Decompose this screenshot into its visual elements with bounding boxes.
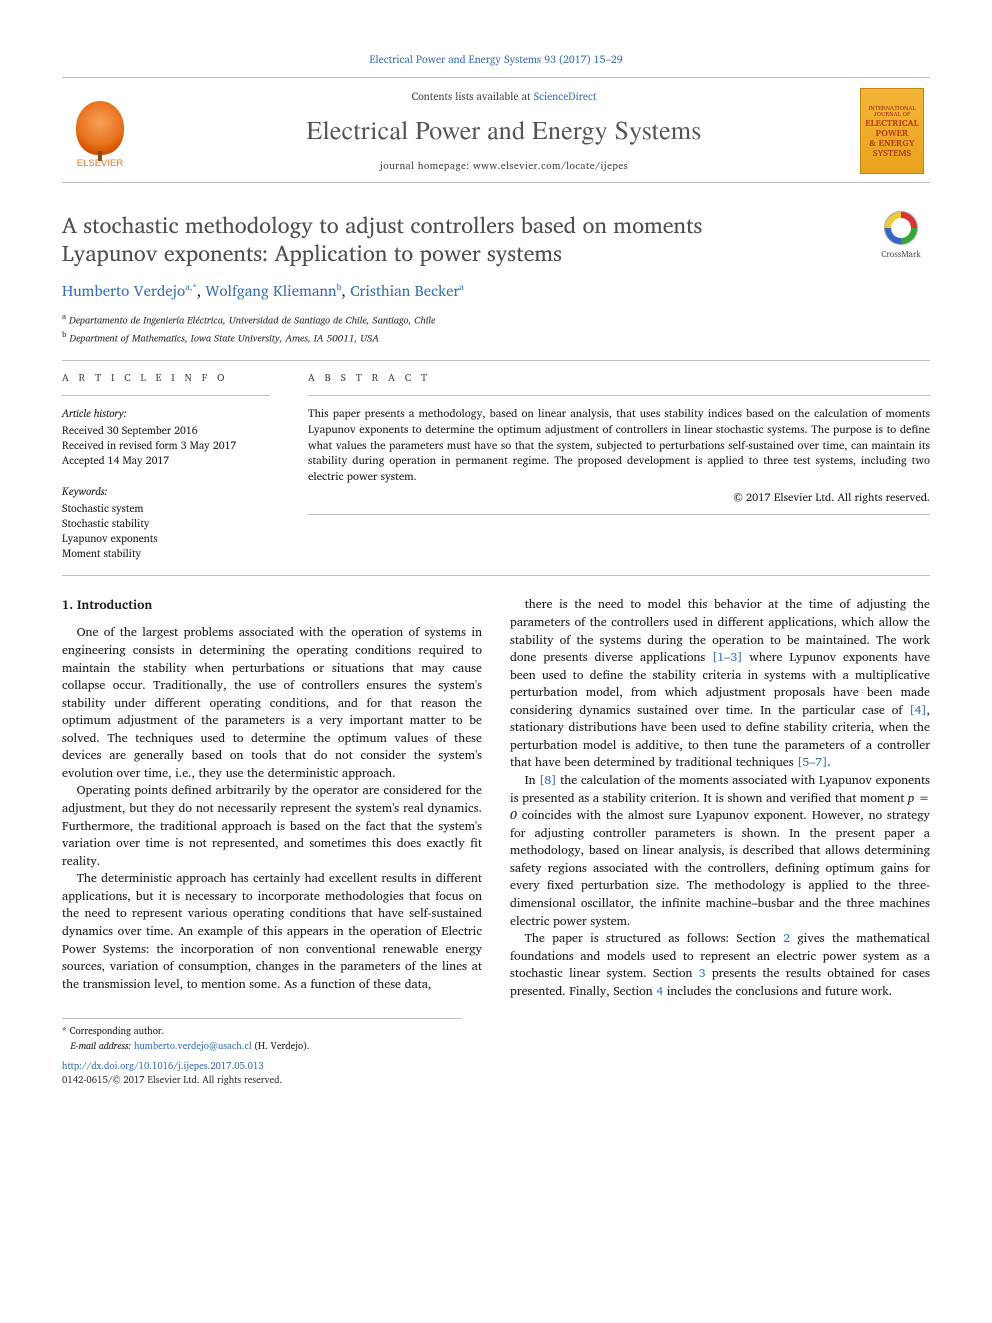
history-head: Article history: [62, 406, 270, 421]
keywords-head: Keywords: [62, 484, 270, 499]
journal-cover-thumb[interactable]: INTERNATIONAL JOURNAL OF ELECTRICAL POWE… [860, 88, 924, 174]
article-info-label: A R T I C L E I N F O [62, 371, 270, 386]
section-heading: 1. Introduction [62, 596, 482, 614]
doi-link[interactable]: http://dx.doi.org/10.1016/j.ijepes.2017.… [62, 1060, 930, 1074]
abstract-copyright: © 2017 Elsevier Ltd. All rights reserved… [308, 490, 930, 506]
aff-text: Departamento de Ingeniería Eléctrica, Un… [69, 313, 435, 329]
keyword: Moment stability [62, 546, 270, 561]
paragraph: The paper is structured as follows: Sect… [510, 930, 930, 1000]
divider [62, 395, 270, 396]
cover-thumb-slot: INTERNATIONAL JOURNAL OF ELECTRICAL POWE… [860, 88, 930, 174]
aff-sup: b [62, 327, 66, 341]
publisher-logo-slot: ELSEVIER [62, 91, 148, 171]
article-title: A stochastic methodology to adjust contr… [62, 211, 802, 267]
title-block: A stochastic methodology to adjust contr… [62, 211, 930, 267]
contents-prefix: Contents lists available at [412, 87, 534, 105]
doi-text: http://dx.doi.org/10.1016/j.ijepes.2017.… [62, 1059, 264, 1074]
text-run: coincides with the almost sure Lyapunov … [510, 805, 930, 930]
author-list: Humberto Verdejoa,*, Wolfgang Kliemannb,… [62, 280, 930, 302]
author-1[interactable]: Humberto Verdejoa,* [62, 278, 197, 303]
footnotes: * Corresponding author. E-mail address: … [62, 1018, 462, 1054]
article-page: Electrical Power and Energy Systems 93 (… [0, 0, 992, 1127]
homepage-line: journal homepage: www.elsevier.com/locat… [148, 159, 860, 174]
crossmark-badge[interactable]: CrossMark [872, 211, 930, 260]
journal-name: Electrical Power and Energy Systems [148, 112, 860, 150]
history-line: Accepted 14 May 2017 [62, 453, 270, 468]
article-info-column: A R T I C L E I N F O Article history: R… [62, 371, 270, 561]
paragraph: The deterministic approach has certainly… [62, 870, 482, 993]
divider [308, 395, 930, 396]
corr-text: Corresponding author. [70, 1024, 165, 1039]
homepage-prefix: journal homepage: [380, 158, 473, 174]
abstract-column: A B S T R A C T This paper presents a me… [308, 371, 930, 561]
author-name: Humberto Verdejo [62, 278, 185, 303]
masthead-center: Contents lists available at ScienceDirec… [148, 89, 860, 174]
affiliation-a: a Departamento de Ingeniería Eléctrica, … [62, 311, 930, 328]
paragraph: In [8] the calculation of the moments as… [510, 772, 930, 930]
aff-sup: a [62, 309, 66, 323]
divider [308, 514, 930, 515]
affiliations: a Departamento de Ingeniería Eléctrica, … [62, 311, 930, 346]
email-person: (H. Verdejo). [254, 1039, 309, 1054]
author-aff-sup: a [459, 279, 464, 294]
crossmark-label: CrossMark [881, 248, 921, 260]
contents-line: Contents lists available at ScienceDirec… [148, 89, 860, 104]
body-text: 1. Introduction One of the largest probl… [62, 596, 930, 1000]
elsevier-tree-icon [76, 101, 124, 155]
affiliation-b: b Department of Mathematics, Iowa State … [62, 329, 930, 346]
abstract-text: This paper presents a methodology, based… [308, 406, 930, 484]
author-name: Wolfgang Kliemann [205, 278, 336, 303]
divider [62, 575, 930, 576]
homepage-url[interactable]: www.elsevier.com/locate/ijepes [473, 158, 628, 174]
paragraph: One of the largest problems associated w… [62, 624, 482, 782]
info-abstract-row: A R T I C L E I N F O Article history: R… [62, 371, 930, 561]
issn-rights: 0142-0615/© 2017 Elsevier Ltd. All right… [62, 1074, 930, 1088]
crossmark-icon [884, 211, 918, 245]
text-run: includes the conclusions and future work… [663, 981, 892, 1001]
corr-marker: * [62, 1024, 67, 1039]
corresponding-author-note: * Corresponding author. [62, 1025, 462, 1039]
masthead: ELSEVIER Contents lists available at Sci… [62, 77, 930, 183]
science-direct-link[interactable]: ScienceDirect [534, 87, 597, 105]
divider [62, 360, 930, 361]
paragraph: Operating points defined arbitrarily by … [62, 782, 482, 870]
elsevier-logo[interactable]: ELSEVIER [62, 91, 138, 171]
author-email-link[interactable]: humberto.verdejo@usach.cl [134, 1039, 252, 1054]
abstract-label: A B S T R A C T [308, 371, 930, 386]
author-3[interactable]: Cristhian Beckera [350, 278, 464, 303]
email-label: E-mail address: [70, 1039, 131, 1054]
running-citation: Electrical Power and Energy Systems 93 (… [62, 52, 930, 67]
text-run: the calculation of the moments associate… [510, 770, 930, 808]
cover-line-4: SYSTEMS [873, 148, 911, 158]
author-sep: , [341, 278, 350, 303]
aff-text: Department of Mathematics, Iowa State Un… [69, 330, 379, 346]
email-line: E-mail address: humberto.verdejo@usach.c… [62, 1040, 462, 1054]
author-2[interactable]: Wolfgang Kliemannb [205, 278, 341, 303]
paragraph: there is the need to model this behavior… [510, 596, 930, 772]
author-name: Cristhian Becker [350, 278, 459, 303]
